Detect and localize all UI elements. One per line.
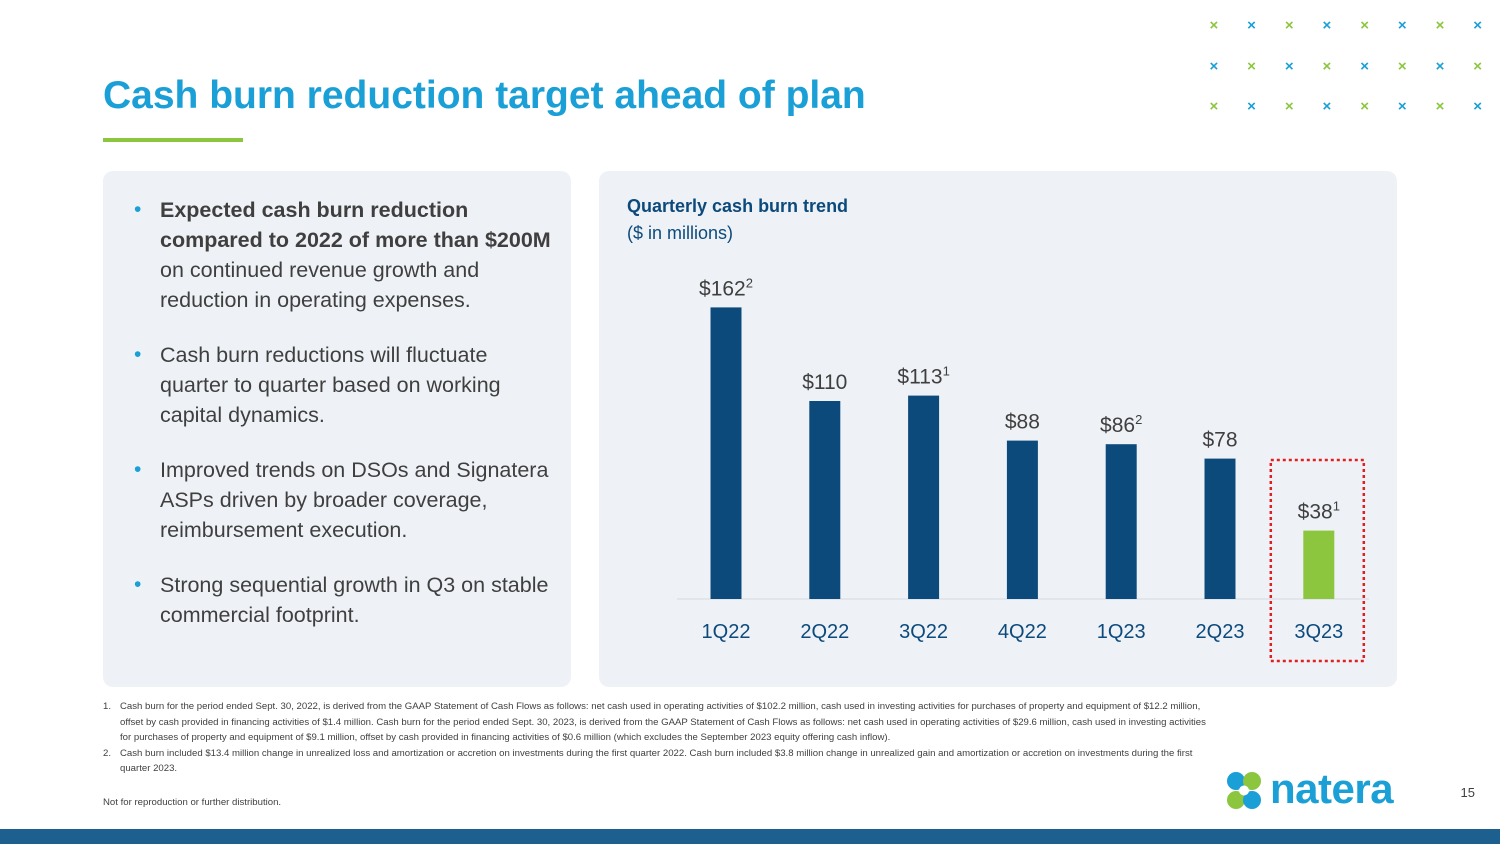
x-tick-label: 4Q22 [998, 621, 1047, 643]
bar-3Q22 [908, 395, 940, 599]
data-label: $1622 [699, 275, 753, 300]
decorative-x-icon: × [1360, 57, 1369, 75]
footnotes: 1. Cash burn for the period ended Sept. 3… [103, 699, 1218, 777]
x-tick-label: 1Q22 [702, 621, 751, 643]
decorative-x-icon: × [1284, 17, 1294, 34]
bar-1Q23 [1105, 444, 1137, 599]
bar-3Q23 [1303, 530, 1335, 599]
footnote-number: 1. [103, 701, 112, 712]
natera-logo-icon [1227, 772, 1261, 809]
decorative-x-icon: × [1209, 98, 1219, 115]
footnote-text: Cash burn for the period ended Sept. 30,… [120, 701, 1206, 743]
data-label: $1131 [897, 364, 949, 389]
bullet-text: Strong sequential growth in Q3 on stable… [160, 573, 549, 627]
bar-4Q22 [1006, 440, 1038, 599]
decorative-x-icon: × [1322, 17, 1332, 34]
decorative-x-icon: × [1360, 17, 1369, 34]
footnote-ref: 2 [746, 275, 753, 290]
bullet-item: • Cash burn reductions will fluctuate qua… [134, 340, 554, 430]
x-tick-label: 3Q23 [1294, 621, 1343, 643]
x-tick-label: 1Q23 [1097, 621, 1146, 643]
footnote-ref: 1 [943, 364, 950, 379]
decorative-x-icon: × [1435, 57, 1445, 75]
data-label: $88 [1005, 411, 1040, 434]
x-tick-label: 2Q23 [1196, 621, 1245, 643]
decorative-x-icon: × [1435, 98, 1445, 115]
footnote-text: Cash burn included $13.4 million change … [120, 747, 1193, 775]
bullet-dot-icon: • [134, 458, 142, 481]
x-tick-label: 2Q22 [800, 621, 849, 643]
bullet-text: Cash burn reductions will fluctuate quar… [160, 343, 501, 427]
footer-bar [0, 829, 1500, 844]
decorative-x-icon: × [1473, 57, 1483, 75]
footnote-number: 2. [103, 747, 112, 759]
decorative-x-icon: × [1284, 98, 1294, 115]
data-label: $110 [802, 371, 847, 394]
bar-2Q22 [809, 401, 841, 599]
decorative-x-icon: × [1284, 57, 1294, 75]
bullet-item: • Expected cash burn reduction compared t… [134, 195, 554, 315]
data-label: $381 [1298, 499, 1340, 524]
bullet-bold-text: Expected cash burn reduction compared to… [160, 198, 551, 252]
disclaimer: Not for reproduction or further distribu… [103, 797, 282, 808]
bullet-dot-icon: • [134, 573, 142, 596]
decorative-x-icon: × [1435, 17, 1445, 34]
decorative-x-icon: × [1397, 98, 1407, 115]
bar-1Q22 [710, 307, 742, 599]
bar-2Q23 [1204, 458, 1236, 599]
bullet-dot-icon: • [134, 198, 142, 221]
page-title: Cash burn reduction target ahead of plan [103, 74, 866, 117]
decorative-x-icon: × [1322, 98, 1332, 115]
bullet-item: • Improved trends on DSOs and Signatera A… [134, 455, 554, 545]
bullet-item: • Strong sequential growth in Q3 on stabl… [134, 570, 554, 630]
decorative-x-icon: × [1209, 17, 1219, 34]
data-label: $78 [1202, 429, 1237, 452]
decorative-x-icon: × [1397, 17, 1407, 34]
data-label: $862 [1100, 412, 1142, 437]
footnote-2: 2. Cash burn included $13.4 million chang… [103, 746, 1218, 777]
natera-logo-text: natera [1270, 765, 1394, 812]
chart-title: Quarterly cash burn trend [627, 196, 849, 216]
decorative-x-icon: × [1247, 98, 1256, 115]
footnote-ref: 1 [1333, 499, 1340, 514]
decorative-x-icon: × [1473, 17, 1483, 34]
bullet-text: on continued revenue growth and reductio… [160, 258, 480, 312]
bullet-dot-icon: • [134, 343, 142, 366]
page-number: 15 [1460, 785, 1475, 800]
summary-panel: • Expected cash burn reduction compared t… [103, 171, 571, 687]
decorative-x-icon: × [1473, 98, 1483, 115]
decorative-x-icon: × [1209, 57, 1219, 75]
decorative-x-icon: × [1397, 57, 1407, 75]
decorative-x-icon: × [1247, 57, 1256, 75]
decorative-x-icon: × [1247, 17, 1256, 34]
bullet-text: Improved trends on DSOs and Signatera AS… [160, 458, 549, 542]
highlight-box [1269, 458, 1366, 663]
footnote-1: 1. Cash burn for the period ended Sept. 3… [103, 699, 1218, 746]
decorative-x-icon: × [1360, 98, 1369, 115]
x-tick-label: 3Q22 [899, 621, 948, 643]
title-underline [103, 138, 243, 142]
chart-subtitle: ($ in millions) [627, 223, 734, 243]
decorative-x-pattern: × × × × × × × × × × × × × × × × × × × × × × × × [1195, 14, 1497, 136]
decorative-x-icon: × [1322, 57, 1332, 75]
footnote-ref: 2 [1135, 412, 1142, 427]
bullet-list: • Expected cash burn reduction compared t… [134, 195, 554, 655]
natera-logo: natera [1222, 765, 1422, 813]
chart-panel: Quarterly cash burn trend ($ in millions… [599, 171, 1397, 687]
bar-chart: $1622 1Q22 $110 2Q22 $1131 3Q22 $88 4Q22 $862 1Q2… [677, 275, 1369, 663]
